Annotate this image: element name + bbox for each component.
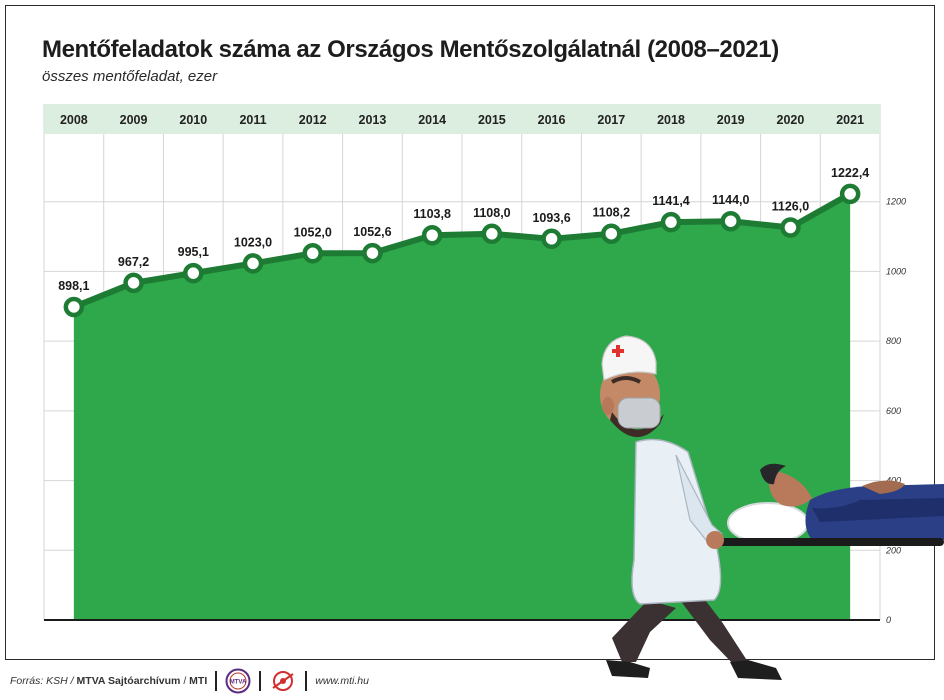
y-tick-label: 0 <box>886 615 891 625</box>
x-tick-label: 2013 <box>359 113 387 127</box>
data-label: 1126,0 <box>772 200 810 214</box>
divider <box>215 671 218 691</box>
mtva-logo-text: MTVA <box>230 680 247 686</box>
x-tick-label: 2008 <box>60 113 88 127</box>
x-tick-label: 2010 <box>179 113 207 127</box>
illustration <box>600 335 944 680</box>
data-point <box>780 217 801 238</box>
mti-logo-icon <box>269 668 297 694</box>
data-point <box>421 224 443 246</box>
data-label: 898,1 <box>58 279 89 293</box>
stretcher-patient-illustration <box>663 463 944 546</box>
x-tick-label: 2014 <box>418 113 446 127</box>
chart-frame <box>5 5 935 660</box>
data-label: 1052,0 <box>294 225 332 239</box>
x-tick-label: 2020 <box>777 113 805 127</box>
data-label: 1141,4 <box>652 194 690 208</box>
data-point <box>660 211 682 233</box>
data-label: 967,2 <box>118 255 149 269</box>
year-header-background <box>44 104 880 134</box>
data-point <box>541 228 562 250</box>
archive-name: MTVA Sajtóarchívum <box>76 675 181 687</box>
x-tick-label: 2018 <box>657 113 685 127</box>
chart-subtitle: összes mentőfeladat, ezer <box>42 68 218 85</box>
y-tick-label: 400 <box>886 476 901 486</box>
data-point <box>63 296 85 318</box>
year-header-band: 2008 2009 2010 2011 2012 2013 2014 2015 2016 2017… <box>44 104 880 134</box>
y-axis: 0 200 400 600 800 1000 1200 <box>885 197 906 625</box>
data-point <box>601 223 622 244</box>
data-label: 1108,0 <box>473 206 511 220</box>
paramedic-illustration <box>600 335 782 680</box>
data-point <box>242 253 264 274</box>
data-label: 1052,6 <box>353 225 391 239</box>
divider <box>259 671 262 691</box>
footer-slash: / <box>183 675 187 687</box>
y-tick-label: 800 <box>886 336 901 346</box>
y-tick-label: 200 <box>885 545 901 555</box>
data-point <box>720 210 741 232</box>
mtva-logo-icon: MTVA <box>225 668 251 694</box>
source-label: Forrás: KSH / <box>10 675 74 687</box>
chart-title: Mentőfeladatok száma az Országos Mentősz… <box>42 36 779 63</box>
x-tick-label: 2016 <box>538 113 566 127</box>
agency-name: MTI <box>189 675 208 687</box>
x-tick-label: 2019 <box>717 113 745 127</box>
data-label: 995,1 <box>178 245 209 259</box>
x-tick-label: 2009 <box>120 113 148 127</box>
data-point <box>362 242 383 264</box>
data-label: 1103,8 <box>413 207 451 221</box>
data-label: 1144,0 <box>712 193 750 207</box>
x-tick-label: 2015 <box>478 113 506 127</box>
data-point <box>123 272 144 294</box>
divider <box>305 671 308 691</box>
data-label: 1222,4 <box>831 166 869 180</box>
x-tick-label: 2011 <box>239 113 266 127</box>
data-point <box>183 262 204 284</box>
x-tick-label: 2012 <box>299 113 327 127</box>
data-label: 1093,6 <box>532 211 570 225</box>
data-point <box>839 183 861 205</box>
data-point <box>481 223 503 245</box>
data-label: 1108,2 <box>593 206 631 220</box>
data-point <box>302 243 323 264</box>
footer: Forrás: KSH / MTVA Sajtóarchívum / MTI M… <box>10 668 369 694</box>
x-tick-label: 2017 <box>597 113 625 127</box>
area-layer: 898,1 967,2 995,1 1023,0 1052,0 1052,6 1103,8 1… <box>44 166 880 621</box>
y-tick-label: 1200 <box>886 197 906 207</box>
website-link[interactable]: www.mti.hu <box>315 675 369 687</box>
y-tick-label: 600 <box>886 406 901 416</box>
x-tick-label: 2021 <box>836 113 864 127</box>
data-label: 1023,0 <box>234 235 272 249</box>
y-tick-label: 1000 <box>886 266 906 276</box>
